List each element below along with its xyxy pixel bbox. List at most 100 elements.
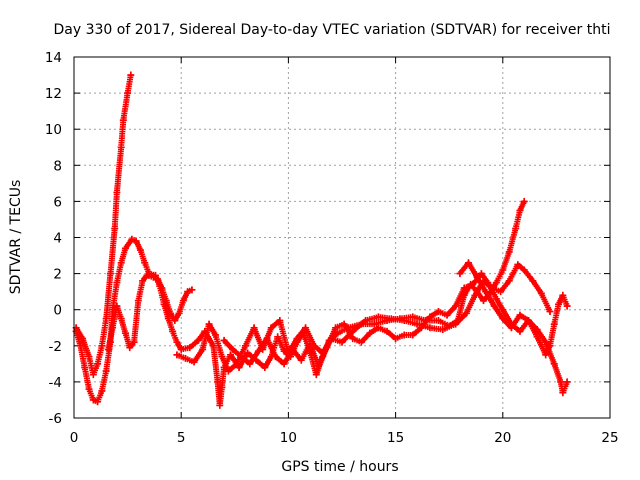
data-point (186, 344, 194, 352)
y-tick-label: -6 (49, 411, 62, 427)
data-point (267, 324, 275, 332)
data-point (89, 371, 97, 379)
data-point (529, 277, 537, 285)
data-point (516, 206, 524, 214)
data-point (102, 367, 110, 375)
data-point (214, 378, 222, 386)
data-point (179, 297, 187, 305)
data-point (383, 327, 391, 335)
data-point (362, 317, 370, 325)
data-point (409, 313, 417, 321)
y-tick-label: -2 (49, 339, 62, 355)
data-point (272, 353, 280, 361)
data-point (469, 280, 477, 288)
data-point (409, 331, 417, 339)
data-point (261, 363, 269, 371)
data-point (117, 315, 125, 323)
data-point (426, 324, 434, 332)
data-point (235, 363, 243, 371)
data-point (473, 273, 481, 281)
x-tick-label: 10 (280, 430, 297, 446)
data-point (559, 389, 567, 397)
series-track-6 (456, 259, 571, 359)
data-point (520, 266, 528, 274)
data-point (482, 288, 490, 296)
data-point (246, 360, 254, 368)
data-point (456, 270, 464, 278)
data-point (332, 324, 340, 332)
data-point (499, 315, 507, 323)
data-point (113, 302, 121, 310)
data-point (452, 320, 460, 328)
data-point (111, 224, 119, 232)
data-point (392, 335, 400, 343)
data-point (477, 270, 485, 278)
data-point (109, 324, 117, 332)
data-point (490, 302, 498, 310)
x-tick-label: 25 (601, 430, 618, 446)
data-point (177, 345, 185, 353)
data-point (439, 326, 447, 334)
data-point (542, 351, 550, 359)
data-point (212, 331, 220, 339)
data-point (104, 345, 112, 353)
y-tick-label: 0 (53, 303, 62, 319)
data-point (218, 353, 226, 361)
data-point (370, 320, 378, 328)
data-point (546, 308, 554, 316)
data-point (102, 315, 110, 323)
data-point (400, 331, 408, 339)
data-point (85, 385, 93, 393)
data-point (550, 320, 558, 328)
data-point (546, 342, 554, 350)
x-tick-label: 5 (177, 430, 186, 446)
data-point (413, 320, 421, 328)
data-point (302, 324, 310, 332)
data-point (480, 297, 488, 305)
data-point (169, 327, 177, 335)
data-point (113, 188, 121, 196)
data-point (400, 317, 408, 325)
data-point (128, 235, 136, 243)
data-point (250, 324, 258, 332)
data-point (314, 362, 322, 370)
y-tick-label: 14 (45, 50, 62, 66)
data-point (516, 327, 524, 335)
data-point (229, 345, 237, 353)
data-point (499, 266, 507, 274)
data-point (117, 143, 125, 151)
data-point (237, 353, 245, 361)
data-point (171, 317, 179, 325)
series-track-4 (173, 261, 554, 375)
data-point (550, 360, 558, 368)
data-point (130, 338, 138, 346)
data-point (164, 315, 172, 323)
axis-ticks: 0 5 10 15 20 25 -6 -4 -2 0 2 4 6 8 10 12 14 (45, 50, 619, 446)
data-point (434, 317, 442, 325)
data-point (555, 300, 563, 308)
data-point (117, 259, 125, 267)
data-point (293, 335, 301, 343)
data-point (218, 383, 226, 391)
series-group (72, 71, 571, 409)
series-track-5 (220, 270, 571, 397)
data-point (276, 317, 284, 325)
data-point (98, 342, 106, 350)
data-point (417, 324, 425, 332)
y-tick-label: 10 (45, 122, 62, 138)
data-point (499, 306, 507, 314)
y-tick-label: 2 (53, 267, 62, 283)
y-tick-label: 12 (45, 86, 62, 102)
x-tick-label: 0 (70, 430, 79, 446)
data-point (533, 333, 541, 341)
x-tick-label: 20 (494, 430, 511, 446)
data-point (492, 279, 500, 287)
data-point (162, 297, 170, 305)
data-point (166, 309, 174, 317)
data-point (297, 356, 305, 364)
data-point (426, 313, 434, 321)
data-point (199, 345, 207, 353)
data-point (452, 302, 460, 310)
data-point (227, 351, 235, 359)
